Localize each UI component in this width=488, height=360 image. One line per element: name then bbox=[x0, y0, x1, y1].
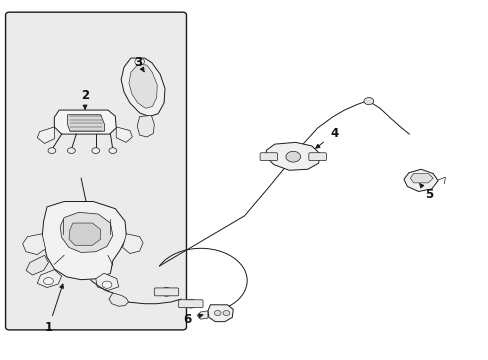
Polygon shape bbox=[69, 223, 101, 245]
Polygon shape bbox=[197, 311, 207, 319]
Circle shape bbox=[67, 148, 75, 153]
Text: 1: 1 bbox=[44, 321, 52, 334]
Text: 3: 3 bbox=[134, 56, 142, 69]
Polygon shape bbox=[116, 127, 132, 142]
Circle shape bbox=[184, 300, 196, 308]
FancyBboxPatch shape bbox=[308, 153, 326, 161]
Circle shape bbox=[109, 148, 117, 153]
Circle shape bbox=[363, 98, 373, 105]
Text: 5: 5 bbox=[424, 188, 432, 201]
Polygon shape bbox=[26, 255, 48, 275]
Circle shape bbox=[43, 278, 53, 285]
Polygon shape bbox=[122, 234, 143, 253]
Circle shape bbox=[214, 311, 221, 316]
Polygon shape bbox=[42, 202, 126, 280]
Polygon shape bbox=[409, 174, 432, 183]
Polygon shape bbox=[22, 234, 45, 255]
Text: 6: 6 bbox=[183, 312, 191, 326]
Circle shape bbox=[102, 281, 112, 288]
Polygon shape bbox=[109, 293, 128, 306]
Text: 4: 4 bbox=[330, 127, 338, 140]
Polygon shape bbox=[54, 110, 116, 134]
Polygon shape bbox=[265, 142, 320, 170]
Polygon shape bbox=[67, 115, 104, 131]
Text: 2: 2 bbox=[81, 89, 89, 102]
Polygon shape bbox=[129, 63, 157, 108]
Polygon shape bbox=[37, 127, 54, 143]
Polygon shape bbox=[403, 169, 437, 192]
Circle shape bbox=[135, 58, 144, 65]
Circle shape bbox=[48, 148, 56, 153]
FancyBboxPatch shape bbox=[5, 12, 186, 330]
Polygon shape bbox=[137, 116, 154, 137]
Circle shape bbox=[92, 148, 100, 153]
FancyBboxPatch shape bbox=[178, 300, 203, 308]
Polygon shape bbox=[60, 212, 113, 252]
FancyBboxPatch shape bbox=[154, 288, 178, 296]
Polygon shape bbox=[96, 273, 119, 291]
Polygon shape bbox=[207, 305, 233, 321]
Polygon shape bbox=[121, 58, 164, 117]
FancyBboxPatch shape bbox=[260, 153, 277, 161]
Circle shape bbox=[223, 311, 229, 316]
Circle shape bbox=[160, 288, 172, 296]
Polygon shape bbox=[37, 270, 61, 288]
Circle shape bbox=[285, 151, 300, 162]
